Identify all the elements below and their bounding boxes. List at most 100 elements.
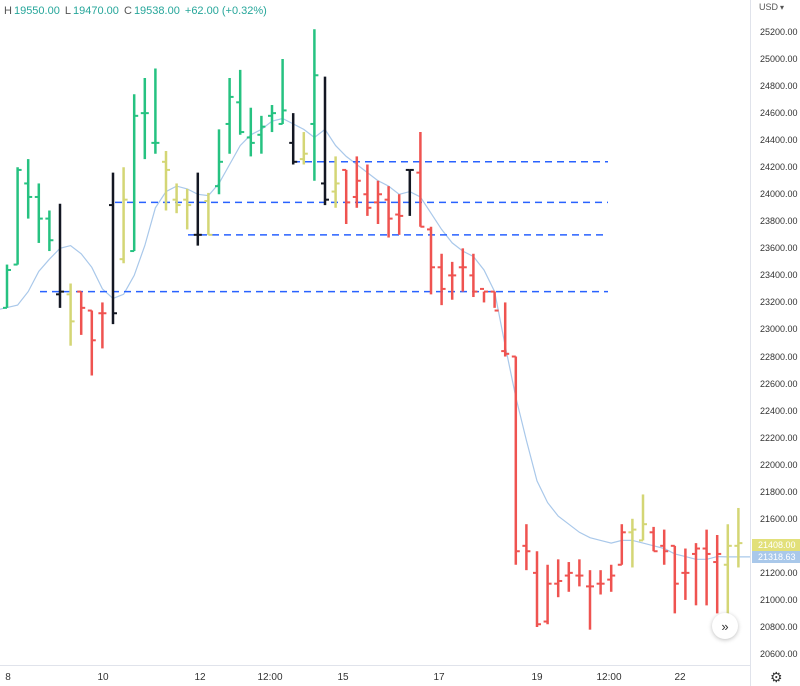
scroll-to-realtime-button[interactable]: »	[712, 613, 738, 639]
ohlc-bar	[172, 183, 181, 214]
ohlc-bar	[236, 69, 245, 135]
close-value: 19538.00	[133, 5, 180, 17]
ohlc-bar	[437, 253, 446, 306]
price-tick-label: 24200.00	[760, 162, 798, 173]
time-tick-label: 12:00	[257, 672, 283, 683]
ohlc-legend: H 19550.00 L 19470.00 C 19538.00 +62.00 (+0…	[4, 5, 269, 17]
currency-selector[interactable]: USD ▾	[759, 2, 784, 12]
double-chevron-right-icon: »	[721, 618, 729, 634]
price-tick-label: 23800.00	[760, 216, 798, 227]
ohlc-bar	[692, 543, 700, 606]
ohlc-bar	[522, 524, 531, 571]
price-tick-label: 22200.00	[760, 432, 798, 443]
ohlc-bar	[257, 115, 266, 154]
ohlc-bar	[734, 507, 743, 568]
time-tick-label: 19	[531, 672, 543, 683]
price-tick-label: 24800.00	[760, 81, 798, 92]
ohlc-bar	[331, 156, 340, 208]
high-label: H	[4, 5, 12, 17]
price-tick-label: 20600.00	[760, 649, 798, 659]
ohlc-bar	[140, 77, 149, 160]
ohlc-bar	[458, 248, 467, 292]
ohlc-bar	[480, 287, 488, 303]
time-tick-label: 10	[97, 672, 109, 683]
ohlc-bar	[543, 564, 552, 625]
ohlc-bar	[151, 68, 160, 154]
ohlc-bar	[119, 167, 128, 264]
ohlc-bar	[268, 105, 276, 133]
ohlc-bar	[310, 29, 319, 181]
price-scale-border	[750, 0, 751, 686]
ohlc-bar	[98, 302, 107, 349]
currency-label: USD	[759, 2, 779, 12]
time-tick-label: 12:00	[596, 672, 622, 683]
ohlc-bar	[586, 570, 594, 630]
ohlc-bar	[702, 529, 711, 606]
ohlc-bar	[490, 290, 499, 312]
price-tick-label: 23200.00	[760, 297, 798, 308]
ohlc-bar	[24, 159, 33, 219]
ohlc-bar	[183, 188, 192, 230]
ma-price-tag: 21318.63	[752, 550, 800, 563]
moving-average-line	[0, 117, 750, 560]
low-value: 19470.00	[73, 5, 119, 17]
ohlc-bar	[564, 562, 573, 592]
ohlc-bar	[352, 156, 361, 208]
ohlc-bar	[416, 132, 425, 228]
ohlc-bar	[342, 168, 351, 225]
price-tick-label: 22400.00	[760, 405, 798, 416]
price-tick-label: 25000.00	[760, 54, 798, 65]
time-scale-border	[0, 665, 750, 666]
ohlc-bar	[628, 518, 637, 568]
ohlc-bar	[193, 172, 202, 246]
ohlc-bar	[469, 253, 478, 298]
price-tick-label: 20800.00	[760, 621, 798, 632]
ohlc-bar	[596, 570, 605, 595]
ohlc-bar	[289, 113, 298, 165]
high-value: 19550.00	[13, 5, 60, 17]
time-tick-label: 8	[5, 672, 11, 683]
ohlc-bar	[225, 77, 234, 154]
chevron-down-icon: ▾	[780, 3, 785, 12]
ohlc-bar	[34, 183, 43, 243]
ohlc-bar	[66, 283, 75, 346]
ohlc-bar	[363, 164, 372, 216]
price-tick-label: 24600.00	[760, 108, 798, 119]
time-tick-label: 15	[337, 672, 349, 683]
ohlc-bar	[511, 355, 520, 565]
ohlc-bar	[723, 524, 732, 614]
price-tick-label: 25200.00	[760, 27, 798, 37]
price-tick-label: 23000.00	[760, 324, 798, 335]
price-tick-label: 22800.00	[760, 351, 798, 362]
ohlc-bar	[56, 203, 64, 308]
moving-average-layer	[0, 117, 750, 560]
ohlc-bar	[204, 192, 213, 236]
ohlc-bar	[3, 264, 11, 309]
price-tick-label: 22600.00	[760, 378, 798, 389]
ohlc-bar	[109, 172, 117, 325]
ohlc-bar	[713, 535, 722, 614]
gear-icon[interactable]: ⚙	[770, 669, 783, 685]
ohlc-bar	[77, 290, 86, 335]
ohlc-bar	[395, 194, 404, 235]
ohlc-bar	[321, 76, 329, 206]
ohlc-bar	[660, 529, 669, 565]
ohlc-bar	[670, 544, 679, 614]
ohlc-bar	[87, 309, 96, 376]
price-tick-label: 21200.00	[760, 567, 798, 578]
price-tick-label: 21800.00	[760, 486, 798, 497]
ohlc-bar	[575, 559, 584, 587]
time-tick-label: 17	[433, 672, 445, 683]
price-tick-label: 22000.00	[760, 459, 798, 470]
ohlc-bar	[246, 107, 255, 157]
ohlc-bar	[639, 494, 647, 542]
price-tick-label: 23400.00	[760, 270, 798, 281]
ohlc-bar	[130, 94, 139, 253]
ohlc-bar	[448, 261, 457, 300]
ohlc-bar	[384, 186, 393, 238]
ohlc-bar	[45, 210, 54, 252]
price-tick-label: 21600.00	[760, 513, 798, 524]
ohlc-bar	[607, 564, 616, 592]
change-value: +62.00 (+0.32%)	[184, 5, 267, 17]
